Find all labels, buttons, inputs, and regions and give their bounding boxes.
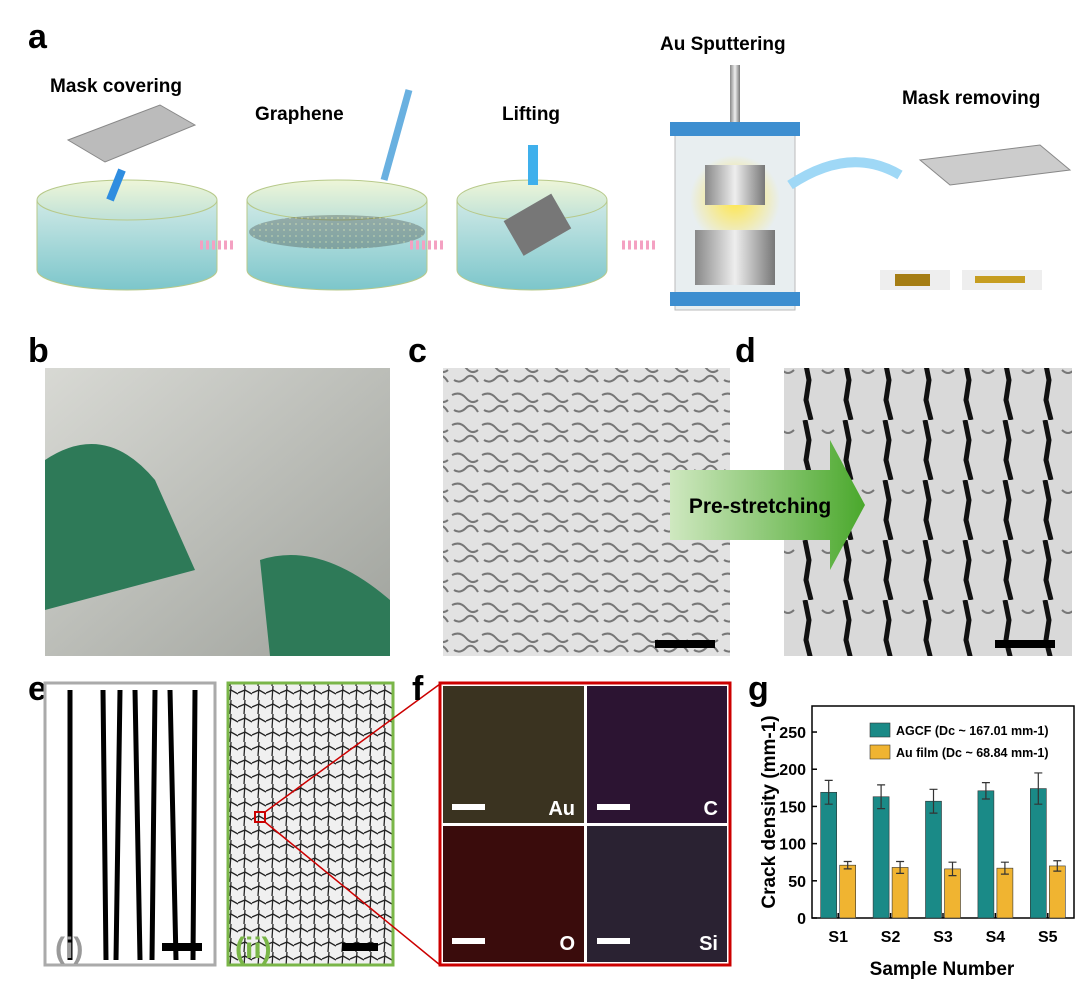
cracks xyxy=(67,689,198,961)
panel-label: c xyxy=(408,332,427,370)
y-tick-label: 0 xyxy=(797,911,806,928)
element-label: O xyxy=(559,933,575,955)
step-label: Graphene xyxy=(255,104,344,125)
scale-bar xyxy=(597,938,630,944)
sub-label: (i) xyxy=(55,932,83,965)
step-label: Mask removing xyxy=(902,88,1040,109)
legend-swatch xyxy=(869,722,891,738)
y-tick-label: 100 xyxy=(779,837,806,854)
error-bar xyxy=(981,782,990,800)
sub-label: (ii) xyxy=(235,932,272,965)
bar xyxy=(1049,865,1066,919)
zoom-line xyxy=(264,683,441,966)
bar xyxy=(872,796,890,919)
scale-bar xyxy=(342,943,378,951)
bar xyxy=(891,867,909,919)
panel-label: d xyxy=(735,332,756,370)
bar xyxy=(944,868,961,919)
step-label: Au Sputtering xyxy=(660,34,786,55)
error-bar xyxy=(877,784,886,810)
x-tick-label: S4 xyxy=(986,929,1006,946)
scale-bar xyxy=(452,804,485,810)
error-bar xyxy=(1034,772,1043,805)
y-axis-label: Crack density (mm-1) xyxy=(759,715,780,908)
glove xyxy=(45,444,390,656)
y-tick-label: 150 xyxy=(779,799,806,816)
eds-map xyxy=(587,686,727,823)
y-tick-label: 50 xyxy=(788,874,806,891)
y-tick-label: 250 xyxy=(779,725,806,742)
bar xyxy=(977,790,995,919)
legend-swatch xyxy=(869,744,891,760)
panel-label: a xyxy=(28,18,48,56)
error-bar xyxy=(1000,861,1009,875)
panel-label: e xyxy=(28,670,47,708)
error-bar xyxy=(1053,860,1062,872)
error-bar xyxy=(824,779,833,805)
x-tick-label: S2 xyxy=(881,929,901,946)
step-label: Mask covering xyxy=(50,76,182,97)
error-bar xyxy=(896,860,905,874)
bar xyxy=(1030,788,1047,919)
bar xyxy=(925,800,942,919)
bar xyxy=(996,867,1014,919)
legend-label: Au film (Dc ~ 68.84 mm-1) xyxy=(896,746,1048,760)
panel-label: g xyxy=(748,670,769,708)
y-tick-label: 200 xyxy=(779,762,806,779)
panel-label: f xyxy=(412,670,424,708)
element-label: Au xyxy=(548,798,575,820)
bar xyxy=(839,864,857,919)
error-bar xyxy=(929,788,938,814)
panel-label: b xyxy=(28,332,49,370)
arrow xyxy=(670,440,865,570)
x-axis-label: Sample Number xyxy=(870,959,1015,980)
element-label: C xyxy=(704,798,718,820)
legend-label: AGCF (Dc ~ 167.01 mm-1) xyxy=(896,724,1048,738)
arrow-label: Pre-stretching xyxy=(689,495,831,518)
x-tick-label: S5 xyxy=(1038,929,1058,946)
scale-bar xyxy=(655,640,715,648)
error-bar xyxy=(843,860,852,870)
zoom-box xyxy=(254,811,266,823)
scale-bar xyxy=(995,640,1055,648)
crack-image xyxy=(226,681,395,967)
error-bar xyxy=(948,861,957,877)
crack-image xyxy=(43,681,217,967)
scale-bar xyxy=(452,938,485,944)
element-label: Si xyxy=(699,933,718,955)
x-tick-label: S3 xyxy=(933,929,953,946)
sputter xyxy=(670,65,1072,311)
dish xyxy=(36,89,657,291)
scale-bar xyxy=(597,804,630,810)
x-tick-label: S1 xyxy=(828,929,848,946)
scale-bar xyxy=(162,943,202,951)
bar xyxy=(820,791,838,919)
step-label: Lifting xyxy=(502,104,560,125)
eds-map xyxy=(443,686,584,823)
